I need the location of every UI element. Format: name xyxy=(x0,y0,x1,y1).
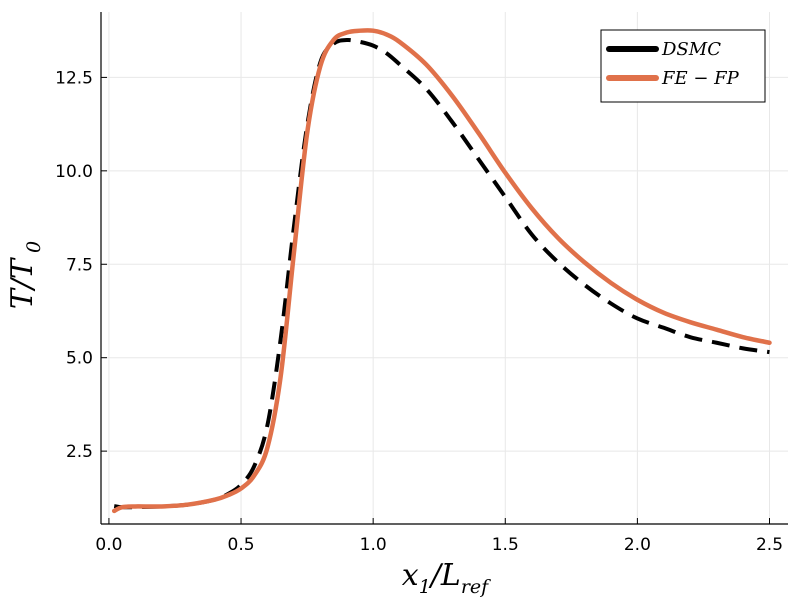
y-tick-label: 2.5 xyxy=(66,442,93,462)
y-tick-label: 5.0 xyxy=(66,349,93,369)
y-tick-label: 12.5 xyxy=(55,68,93,88)
series-line-fe-fp xyxy=(111,28,772,514)
x-axis-title-slash: /L xyxy=(428,558,461,593)
svg-text:T/T 0: T/T 0 xyxy=(5,241,45,309)
x-tick-label: 0.5 xyxy=(228,535,255,555)
y-axis-title: T/T 0 xyxy=(5,241,45,309)
legend-label-fe-fp: FE − FP xyxy=(661,68,740,89)
y-tick-label: 10.0 xyxy=(55,162,93,182)
x-axis-title-sub: 1 xyxy=(419,576,431,598)
x-tick-label: 2.5 xyxy=(756,535,783,555)
axes xyxy=(100,12,788,525)
grid xyxy=(101,12,788,524)
svg-text:x1/Lref: x1/Lref xyxy=(402,558,491,598)
tick-labels: 0.0 0.5 1.0 1.5 2.0 2.5 2.5 5.0 7.5 10.0 12.5 xyxy=(55,68,783,555)
legend: DSMC FE − FP xyxy=(600,29,766,103)
x-tick-label: 1.0 xyxy=(360,535,387,555)
x-tick-label: 1.5 xyxy=(492,535,519,555)
x-axis-title: x1/Lref xyxy=(402,558,491,598)
y-axis-title-sub: 0 xyxy=(23,241,45,259)
legend-box xyxy=(600,29,766,103)
series-line-dsmc xyxy=(113,37,770,510)
series-layer xyxy=(111,28,772,514)
x-tick-label: 2.0 xyxy=(624,535,651,555)
y-tick-label: 7.5 xyxy=(66,255,93,275)
y-axis-title-main: T/T xyxy=(5,257,40,309)
x-axis-title-ref: ref xyxy=(461,576,491,598)
legend-label-dsmc: DSMC xyxy=(661,39,721,60)
x-axis-title-var: x xyxy=(402,558,419,593)
x-tick-label: 0.0 xyxy=(95,535,122,555)
